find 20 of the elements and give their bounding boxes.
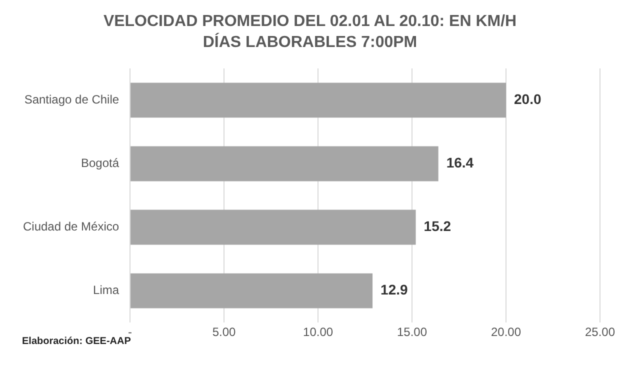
y-tick-label: Santiago de Chile: [24, 92, 120, 106]
bar: [130, 273, 373, 308]
x-tick-label: 20.00: [490, 325, 522, 340]
y-tick-label: Ciudad de México: [22, 220, 120, 234]
bar: [130, 210, 416, 245]
x-tick-label: 5.00: [212, 325, 236, 340]
x-tick-label: 25.00: [584, 325, 616, 340]
chart-subtitle: DÍAS LABORABLES 7:00PM: [202, 32, 418, 52]
bar: [130, 146, 438, 182]
x-tick-label: 10.00: [303, 325, 334, 340]
x-tick-label: 15.00: [397, 325, 428, 340]
data-label: 20.0: [514, 91, 542, 108]
chart-title: VELOCIDAD PROMEDIO DEL 02.01 AL 20.10: EN KM/H: [103, 13, 517, 30]
bar: [130, 82, 506, 118]
y-tick-label: Lima: [93, 283, 120, 298]
text: Elaboración: GEE-AAP: [22, 336, 131, 347]
data-label: 15.2: [424, 218, 452, 234]
data-label: 16.4: [446, 154, 474, 171]
data-label: 12.9: [380, 282, 408, 298]
y-tick-label: Bogotá: [81, 156, 120, 170]
